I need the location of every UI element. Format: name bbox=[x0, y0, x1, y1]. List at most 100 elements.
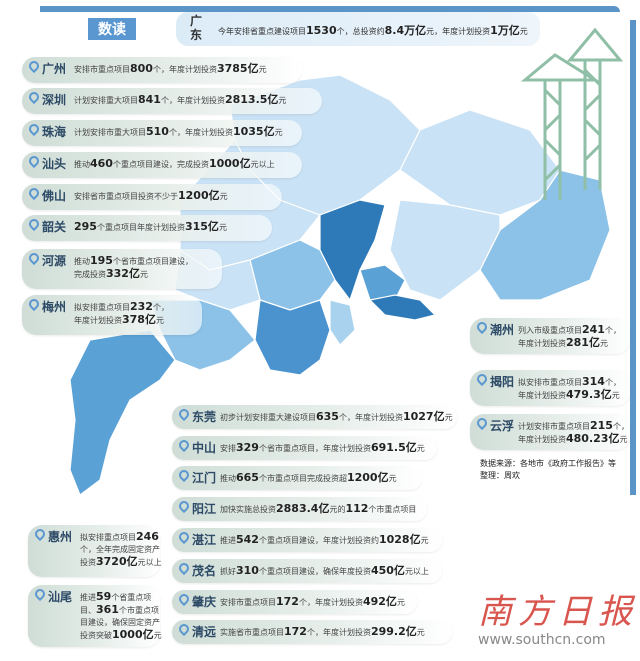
city-name: 茂名 bbox=[192, 564, 217, 578]
city-name: 阳江 bbox=[192, 502, 217, 516]
city-name: 韶关 bbox=[42, 220, 67, 234]
city-description: 安排329个省市重点项目，年度计划投资691.5亿元 bbox=[220, 441, 425, 454]
city-description: 拟安排重点项目246 个，全年完成固定资产 投资3720亿元以上 bbox=[80, 530, 162, 568]
location-pin-icon bbox=[26, 250, 42, 266]
city-description: 实施省市重点项目172个，年度计划投资299.2亿元 bbox=[220, 625, 425, 638]
city-card: 惠州 拟安排重点项目246 个，全年完成固定资产 投资3720亿元以上 bbox=[28, 525, 162, 577]
city-card: 茂名 抓好310个重点项目建设，确保年度投资450亿元以上 bbox=[172, 559, 442, 583]
city-card: 梅州 拟安排重点项目232个， 年度计划投资378亿元 bbox=[22, 295, 202, 335]
city-description: 计划安排重大项目841个，年度计划投资2813.5亿元 bbox=[74, 93, 287, 106]
city-name: 江门 bbox=[192, 471, 217, 485]
city-description: 安排省市重点项目投资不少于1200亿元 bbox=[74, 189, 228, 202]
location-pin-icon bbox=[26, 185, 42, 201]
city-card: 江门 推动665个市重点项目完成投资超1200亿元 bbox=[172, 466, 422, 490]
city-name: 揭阳 bbox=[490, 375, 515, 389]
city-name: 清远 bbox=[192, 625, 217, 639]
logo-name: 南方日报 bbox=[478, 592, 638, 632]
city-card: 汕尾 推进59个省重点项 目、361个市重点项 目建设，确保固定资产 投资突破1000… bbox=[28, 585, 162, 647]
province-label: 广东 bbox=[190, 14, 203, 42]
city-description: 拟安排重点项目232个， 年度计划投资378亿元 bbox=[74, 300, 169, 326]
city-name: 汕头 bbox=[42, 157, 67, 171]
source-line: 数据来源：各地市《政府工作报告》等 bbox=[480, 459, 616, 468]
city-card: 韶关 295个重点项目年度计划投资315亿元 bbox=[22, 215, 272, 241]
city-description: 推进59个省重点项 目、361个市重点项 目建设，确保固定资产 投资突破1000亿元 bbox=[80, 590, 162, 641]
city-card: 肇庆 安排市重点项目172个，年度计划投资492亿元 bbox=[172, 590, 417, 614]
city-description: 加快实施总投资2883.4亿元的112个市重点项目 bbox=[220, 502, 417, 515]
summary-text: 今年安排省重点建设项目1530个，总投资约8.4万亿元，年度计划投资1万亿元 bbox=[218, 24, 528, 37]
logo-url: www.southcn.com bbox=[478, 632, 606, 648]
city-description: 推进542个重点项目建设，年度计划投资约1028亿元 bbox=[220, 533, 429, 546]
location-pin-icon bbox=[176, 406, 192, 422]
city-description: 拟安排市重点项目314个， 年度计划投资479.3亿元 bbox=[518, 375, 621, 401]
city-card: 河源 推动195个省市重点项目建设， 完成投资332亿元 bbox=[22, 249, 222, 289]
map-region-zhuhai bbox=[329, 299, 356, 346]
location-pin-icon bbox=[32, 526, 48, 542]
location-pin-icon bbox=[176, 591, 192, 607]
city-name: 佛山 bbox=[42, 189, 67, 203]
city-card: 汕头 推动460个重点项目建设，完成投资1000亿元以上 bbox=[22, 152, 302, 178]
city-name: 东莞 bbox=[192, 410, 217, 424]
map-region-shenzhen bbox=[368, 294, 437, 321]
city-description: 列入市级重点项目241个， 年度计划投资281亿元 bbox=[518, 323, 621, 349]
header-summary: 广东 今年安排省重点建设项目1530个，总投资约8.4万亿元，年度计划投资1万亿… bbox=[176, 12, 540, 46]
city-name: 梅州 bbox=[42, 300, 67, 314]
city-card: 佛山 安排省市重点项目投资不少于1200亿元 bbox=[22, 184, 282, 210]
city-description: 推动195个省市重点项目建设， 完成投资332亿元 bbox=[74, 254, 193, 280]
location-pin-icon bbox=[474, 415, 490, 431]
location-pin-icon bbox=[26, 153, 42, 169]
location-pin-icon bbox=[176, 560, 192, 576]
location-pin-icon bbox=[176, 498, 192, 514]
location-pin-icon bbox=[176, 529, 192, 545]
city-card: 揭阳 拟安排市重点项目314个， 年度计划投资479.3亿元 bbox=[470, 370, 630, 406]
location-pin-icon bbox=[176, 467, 192, 483]
city-description: 安排市重点项目172个，年度计划投资492亿元 bbox=[220, 595, 405, 608]
frame-right bbox=[630, 20, 636, 495]
data-source: 数据来源：各地市《政府工作报告》等 整理：周欢 bbox=[480, 458, 616, 482]
location-pin-icon bbox=[26, 121, 42, 137]
city-description: 初步计划安排重大建设项目635个，年度计划投资1027亿元 bbox=[220, 410, 453, 423]
city-name: 惠州 bbox=[48, 530, 73, 544]
city-card: 中山 安排329个省市重点项目，年度计划投资691.5亿元 bbox=[172, 436, 437, 460]
location-pin-icon bbox=[176, 621, 192, 637]
city-card: 潮州 列入市级重点项目241个， 年度计划投资281亿元 bbox=[470, 318, 630, 354]
newspaper-logo: 南方日报 www.southcn.com bbox=[478, 592, 638, 648]
city-card: 湛江 推进542个重点项目建设，年度计划投资约1028亿元 bbox=[172, 528, 442, 552]
city-name: 珠海 bbox=[42, 125, 67, 139]
city-name: 汕尾 bbox=[48, 590, 73, 604]
city-card: 珠海 计划安排市重大项目510个，年度计划投资1035亿元 bbox=[22, 120, 302, 146]
section-badge: 数读 bbox=[88, 18, 136, 40]
city-name: 广州 bbox=[42, 62, 67, 76]
editor-line: 整理：周欢 bbox=[480, 471, 520, 480]
map-region-zhanjiang bbox=[69, 329, 176, 496]
city-description: 295个重点项目年度计划投资315亿元 bbox=[74, 220, 227, 233]
location-pin-icon bbox=[474, 319, 490, 335]
city-name: 云浮 bbox=[490, 419, 515, 433]
city-card: 广州 安排市重点项目800个，年度计划投资3785亿元 bbox=[22, 57, 302, 83]
city-card: 云浮 计划安排市重点项目215个， 年度计划投资480.23亿元 bbox=[470, 414, 630, 450]
crane-illustration bbox=[520, 27, 624, 200]
city-name: 深圳 bbox=[42, 93, 67, 107]
frame-top bbox=[40, 6, 620, 12]
city-description: 安排市重点项目800个，年度计划投资3785亿元 bbox=[74, 62, 267, 75]
location-pin-icon bbox=[26, 58, 42, 74]
city-description: 推动665个市重点项目完成投资超1200亿元 bbox=[220, 471, 397, 484]
city-description: 计划安排市重点项目215个， 年度计划投资480.23亿元 bbox=[518, 419, 629, 445]
map-region-hui bbox=[389, 199, 501, 301]
city-name: 潮州 bbox=[490, 323, 515, 337]
city-name: 肇庆 bbox=[192, 595, 217, 609]
city-description: 推动460个重点项目建设，完成投资1000亿元以上 bbox=[74, 157, 275, 170]
city-description: 抓好310个重点项目建设，确保年度投资450亿元以上 bbox=[220, 564, 429, 577]
map-region-dongguan bbox=[359, 264, 406, 301]
location-pin-icon bbox=[26, 296, 42, 312]
location-pin-icon bbox=[32, 586, 48, 602]
city-card: 清远 实施省市重点项目172个，年度计划投资299.2亿元 bbox=[172, 620, 452, 644]
location-pin-icon bbox=[26, 89, 42, 105]
location-pin-icon bbox=[26, 216, 42, 232]
city-description: 计划安排市重大项目510个，年度计划投资1035亿元 bbox=[74, 125, 283, 138]
city-name: 河源 bbox=[42, 254, 67, 268]
map-region-jiangmen bbox=[254, 299, 331, 376]
city-name: 中山 bbox=[192, 441, 217, 455]
location-pin-icon bbox=[474, 371, 490, 387]
city-card: 东莞 初步计划安排重大建设项目635个，年度计划投资1027亿元 bbox=[172, 405, 457, 429]
city-card: 深圳 计划安排重大项目841个，年度计划投资2813.5亿元 bbox=[22, 88, 322, 114]
